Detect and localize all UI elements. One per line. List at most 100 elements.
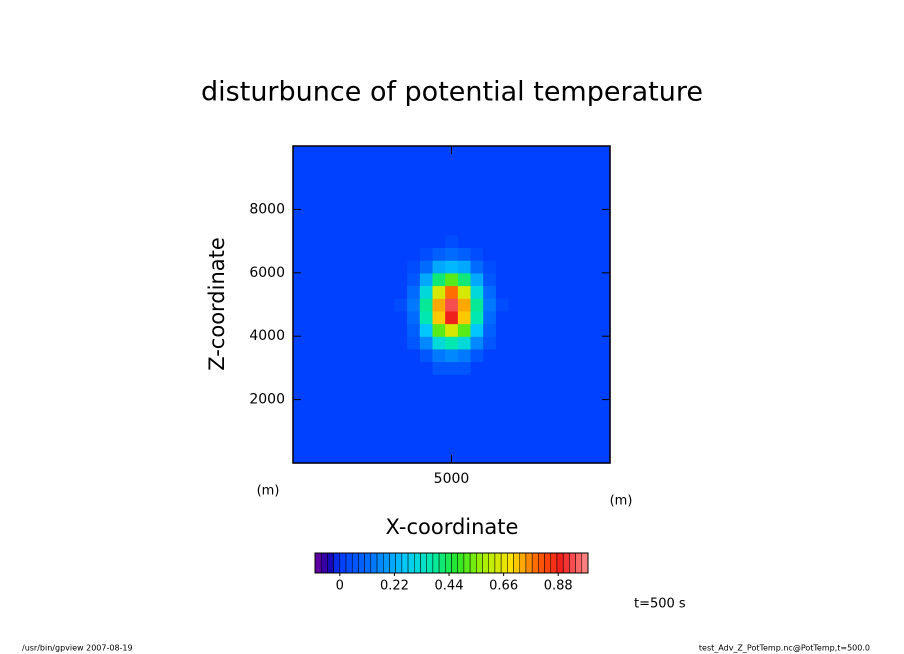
cell: [584, 247, 598, 261]
cell: [559, 399, 573, 413]
cell: [419, 247, 434, 261]
cell: [571, 399, 586, 413]
cell: [432, 260, 446, 274]
cell: [407, 285, 421, 299]
cell: [381, 146, 396, 160]
cell: [343, 222, 357, 236]
cell: [381, 386, 396, 401]
cell: [457, 260, 472, 274]
cell: [533, 146, 548, 160]
colorbar-frame: [314, 552, 589, 574]
cell: [457, 424, 472, 439]
cell: [407, 336, 421, 350]
cell: [331, 171, 345, 185]
cell: [508, 234, 522, 249]
cell: [470, 196, 484, 210]
cell: [331, 374, 345, 388]
cell: [356, 298, 370, 312]
cell: [508, 158, 522, 172]
cell: [331, 146, 345, 160]
cell: [445, 424, 459, 439]
cell: [293, 450, 307, 464]
cell: [419, 298, 434, 312]
cell: [533, 323, 548, 337]
cell: [293, 260, 307, 274]
cell: [331, 310, 345, 325]
cell: [381, 234, 396, 249]
cell: [559, 272, 573, 287]
cell: [419, 171, 434, 185]
cell: [343, 450, 357, 464]
cell: [571, 361, 586, 375]
colorbar-box: [538, 552, 545, 574]
cell: [293, 437, 307, 451]
cell: [597, 260, 611, 274]
cell: [381, 399, 396, 413]
cell: [394, 234, 408, 249]
cell: [521, 450, 535, 464]
cell: [470, 222, 484, 236]
cell: [369, 158, 383, 172]
cell: [559, 285, 573, 299]
cell: [369, 450, 383, 464]
cell: [381, 424, 396, 439]
cell: [305, 412, 319, 426]
cell: [407, 310, 421, 325]
cell: [407, 222, 421, 236]
cell: [369, 171, 383, 185]
cell: [521, 386, 535, 401]
cell: [559, 412, 573, 426]
cell: [546, 323, 560, 337]
cell: [508, 298, 522, 312]
cell: [445, 209, 459, 223]
cell: [546, 285, 560, 299]
cell: [470, 361, 484, 375]
cell: [343, 260, 357, 274]
cell: [508, 323, 522, 337]
cell: [419, 285, 434, 299]
colorbar-box: [364, 552, 372, 574]
cell: [495, 146, 510, 160]
cell: [597, 234, 611, 249]
cell: [293, 399, 307, 413]
colorbar: 0 0.22 0.44 0.66 0.88: [314, 552, 589, 594]
cell: [293, 209, 307, 223]
cell: [318, 399, 332, 413]
cell: [521, 158, 535, 172]
cell: [356, 247, 370, 261]
cell: [318, 196, 332, 210]
cell: [584, 222, 598, 236]
cell: [432, 336, 446, 350]
cell: [508, 247, 522, 261]
cell: [584, 323, 598, 337]
cell: [584, 184, 598, 198]
colorbar-box: [531, 552, 539, 574]
cell: [381, 222, 396, 236]
x-unit: (m): [610, 494, 633, 509]
cell: [394, 374, 408, 388]
cell: [356, 158, 370, 172]
cell: [546, 234, 560, 249]
cell: [584, 298, 598, 312]
cell: [331, 361, 345, 375]
cell: [533, 386, 548, 401]
cell: [407, 298, 421, 312]
cell: [521, 361, 535, 375]
cell: [495, 437, 510, 451]
cell: [369, 336, 383, 350]
colorbar-box: [556, 552, 564, 574]
cell: [432, 247, 446, 261]
cell: [546, 146, 560, 160]
cell: [394, 424, 408, 439]
cell: [305, 222, 319, 236]
cell: [559, 298, 573, 312]
cell: [445, 171, 459, 185]
cell: [394, 260, 408, 274]
cell: [571, 298, 586, 312]
cell: [546, 424, 560, 439]
cell: [483, 336, 497, 350]
cell: [318, 386, 332, 401]
cell: [546, 386, 560, 401]
cell: [369, 424, 383, 439]
cell: [483, 348, 497, 363]
